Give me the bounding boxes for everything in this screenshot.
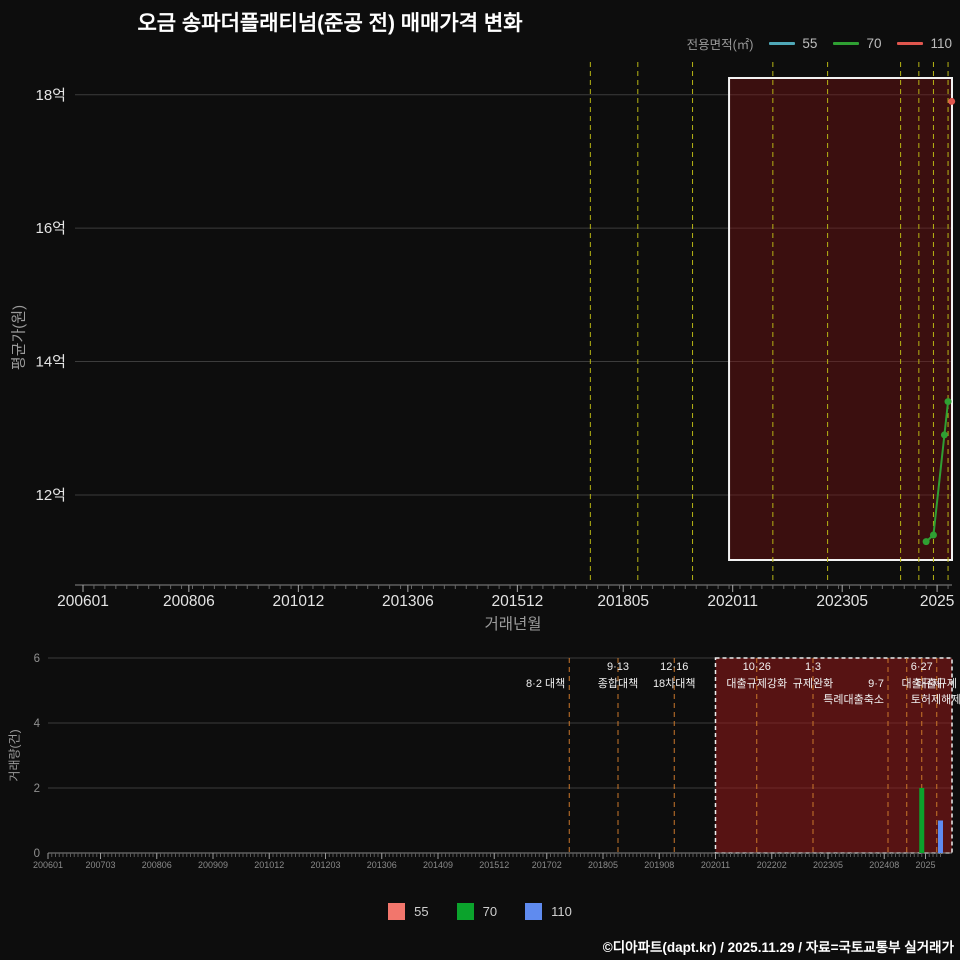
policy-label: 6·27 — [911, 661, 933, 673]
legend-line-swatch — [897, 42, 924, 45]
area-legend-item-55[interactable]: 55 — [769, 36, 817, 51]
legend-label: 70 — [866, 36, 882, 51]
volume-highlight-box — [714, 657, 953, 854]
legend-label: 70 — [482, 904, 498, 919]
price-xaxis-minor-ticks — [82, 585, 949, 589]
area-legend-item-70[interactable]: 70 — [833, 36, 881, 51]
price-point-110 — [948, 97, 956, 105]
price-highlight-box — [728, 77, 953, 561]
price-xtick-label: 201306 — [382, 593, 434, 610]
price-chart: 12억 14억 16억 18억 200601 200806 201012 201306 2015… — [36, 62, 956, 610]
legend-square-swatch — [525, 903, 543, 920]
volume-ytick-label: 0 — [34, 848, 40, 860]
legend-square-swatch — [388, 903, 406, 920]
volume-ytick-label: 2 — [34, 783, 40, 795]
policy-label: 1·3 — [805, 661, 821, 673]
volume-chart: 0 2 4 6 200601 200703 200806 200909 201012 201203… — [33, 653, 960, 870]
volume-xtick-label: 200806 — [142, 860, 172, 870]
volume-ytick-label: 4 — [34, 718, 41, 730]
volume-ytick-label: 6 — [34, 653, 40, 665]
area-legend-items: 55 70 110 — [769, 36, 952, 51]
area-legend: 전용면적(㎡) 55 70 110 — [687, 34, 952, 53]
price-point-70 — [944, 398, 952, 406]
volume-legend-item-110[interactable]: 110 — [525, 903, 572, 920]
price-xtick-label: 200806 — [163, 593, 215, 610]
legend-label: 55 — [802, 36, 818, 51]
price-xtick-label: 202305 — [816, 593, 868, 610]
price-xtick-label: 2025 — [920, 593, 954, 610]
policy-label: 종합대책 — [598, 677, 638, 690]
price-point-70 — [929, 531, 937, 539]
price-ytick-label: 12억 — [36, 487, 67, 504]
price-xtick-label: 201512 — [491, 593, 543, 610]
volume-xtick-label: 202408 — [869, 860, 899, 870]
policy-label: 토허제해제 — [911, 692, 960, 706]
volume-legend: 55 70 110 — [0, 903, 960, 920]
volume-xtick-label: 201409 — [423, 860, 453, 870]
area-legend-item-110[interactable]: 110 — [897, 36, 952, 51]
price-xtick-label: 202011 — [707, 593, 758, 610]
volume-xtick-label: 202305 — [813, 860, 843, 870]
copyright-footer: ©디아파트(dapt.kr) / 2025.11.29 / 자료=국토교통부 실… — [602, 940, 954, 955]
price-ytick-label: 14억 — [36, 354, 67, 371]
policy-label: 대출규제강화 — [726, 677, 787, 690]
volume-xtick-label: 201805 — [588, 860, 618, 870]
volume-xtick-label: 201306 — [367, 860, 397, 870]
volume-xaxis-minor-ticks — [47, 853, 941, 857]
volume-legend-item-55[interactable]: 55 — [388, 903, 429, 920]
price-series-line-70 — [925, 401, 950, 543]
policy-label: 규제완화 — [793, 677, 833, 690]
volume-xtick-label: 202011 — [701, 860, 730, 870]
volume-y-axis-title: 거래량(건) — [7, 729, 22, 782]
volume-xtick-label: 200601 — [33, 860, 63, 870]
policy-label: 18차대책 — [653, 677, 696, 690]
legend-line-swatch — [833, 42, 860, 45]
volume-bar-70 — [919, 788, 925, 853]
price-ytick-label: 18억 — [36, 87, 67, 104]
policy-label: 대출규제 — [902, 677, 942, 690]
volume-bar-110 — [938, 820, 943, 853]
legend-label: 110 — [551, 904, 572, 919]
legend-square-swatch — [456, 903, 474, 920]
legend-label: 110 — [930, 36, 952, 51]
volume-xtick-label: 200909 — [198, 860, 228, 870]
policy-label: 9·13 — [607, 661, 629, 673]
price-y-axis-title: 평균가(원) — [10, 304, 28, 371]
volume-xtick-label: 201702 — [532, 860, 562, 870]
legend-label: 55 — [414, 904, 429, 919]
area-legend-title: 전용면적(㎡) — [686, 38, 754, 52]
volume-xtick-label: 2025 — [915, 860, 935, 870]
price-point-70 — [940, 431, 948, 439]
volume-xtick-label: 200703 — [85, 860, 115, 870]
policy-label: 10·26 — [743, 661, 771, 673]
volume-xtick-label: 202202 — [757, 860, 787, 870]
volume-legend-item-70[interactable]: 70 — [456, 903, 498, 920]
volume-xtick-label: 201012 — [254, 860, 284, 870]
price-xtick-label: 201805 — [597, 593, 649, 610]
price-point-70 — [922, 538, 930, 546]
legend-line-swatch — [769, 42, 796, 45]
price-xtick-label: 200601 — [57, 593, 109, 610]
policy-label: 대출규제 — [917, 677, 957, 690]
policy-label: 특례대출축소 — [823, 693, 884, 706]
volume-xtick-label: 201512 — [479, 860, 509, 870]
policy-label: 9·7 — [868, 678, 884, 690]
policy-label: 12·16 — [660, 661, 688, 673]
page-title: 오금 송파더플래티넘(준공 전) 매매가격 변화 — [137, 12, 523, 35]
price-x-axis-title: 거래년월 — [484, 616, 542, 633]
price-ytick-label: 16억 — [36, 220, 67, 237]
policy-label: 8·2 대책 — [526, 677, 565, 690]
volume-xtick-label: 201908 — [644, 860, 674, 870]
price-xtick-label: 201012 — [272, 593, 324, 610]
volume-xtick-label: 201203 — [310, 860, 340, 870]
